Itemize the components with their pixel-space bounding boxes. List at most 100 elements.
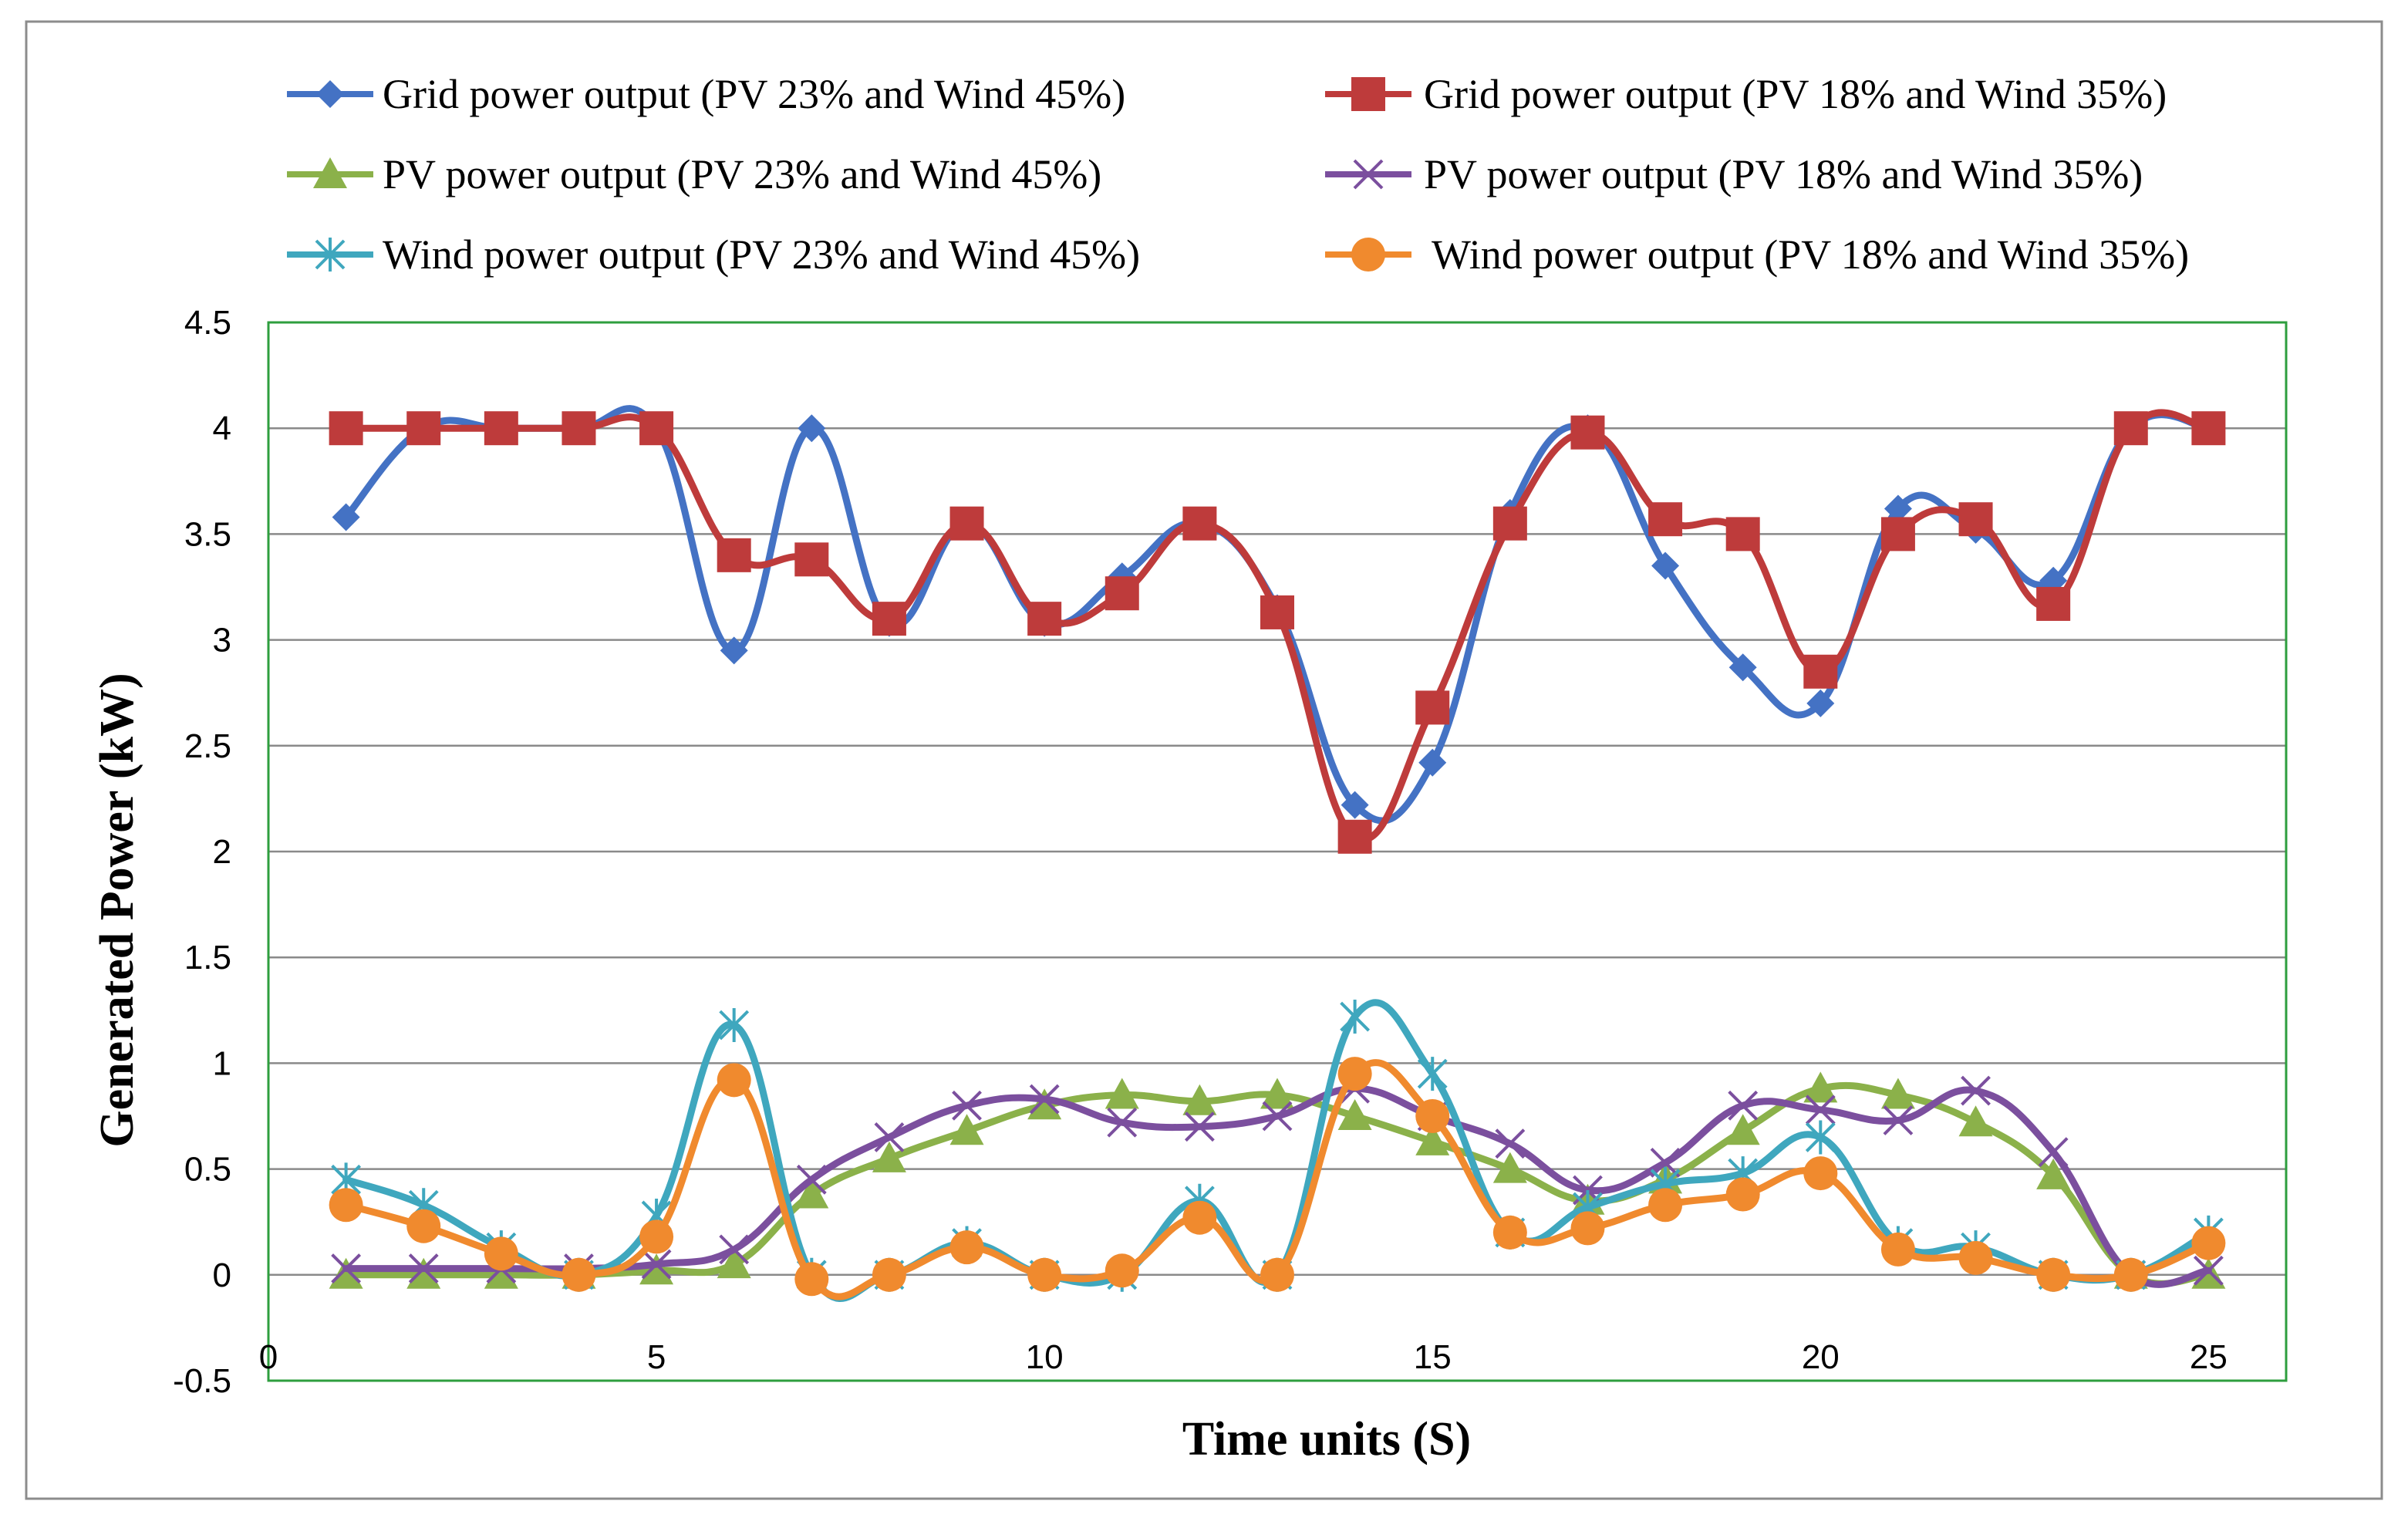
data-point <box>1182 506 1217 541</box>
y-tick-label: 4.5 <box>184 304 231 342</box>
data-point <box>2036 1257 2071 1292</box>
data-point <box>1806 689 1835 717</box>
legend-label: Grid power output (PV 18% and Wind 35%) <box>1424 71 2167 117</box>
data-point <box>2191 1226 2226 1260</box>
data-point <box>1337 1099 1372 1130</box>
data-point <box>484 1236 518 1271</box>
y-tick-label: 4 <box>213 410 231 447</box>
data-point <box>1105 576 1139 611</box>
x-axis: 0 5 10 15 20 25 <box>259 1338 2228 1376</box>
data-point <box>331 1253 362 1283</box>
data-point <box>2036 1158 2071 1189</box>
data-point <box>484 1257 518 1289</box>
data-point <box>717 1063 751 1098</box>
data-point <box>1340 1000 1371 1034</box>
y-tick-label: 0.5 <box>184 1151 231 1189</box>
data-point <box>1027 1257 1062 1292</box>
data-point <box>1880 1078 1915 1109</box>
legend-marker <box>315 238 346 272</box>
data-point <box>1725 1177 1760 1212</box>
x-tick-label: 20 <box>1802 1338 1840 1376</box>
data-point <box>1651 551 1680 580</box>
data-point <box>1415 1124 1450 1155</box>
data-point <box>1341 791 1369 819</box>
legend-label: PV power output (PV 18% and Wind 35%) <box>1424 151 2143 197</box>
y-axis: -0.5 0 0.5 1 1.5 2 2.5 3 3.5 4 4.5 <box>173 304 231 1400</box>
data-point <box>2036 586 2071 621</box>
data-point <box>872 602 906 636</box>
data-point <box>1728 653 1757 682</box>
data-point <box>794 1177 829 1209</box>
data-point <box>1880 1232 1915 1267</box>
data-point <box>1027 1088 1062 1120</box>
legend-marker-shape <box>1353 159 1384 190</box>
data-point <box>2113 1257 2148 1292</box>
data-point <box>1803 1071 1838 1103</box>
data-point <box>794 542 829 577</box>
data-point <box>720 636 748 665</box>
legend-entry: Grid power output (PV 18% and Wind 35%) <box>1325 71 2167 117</box>
data-point <box>1415 690 1450 725</box>
data-point <box>1029 1084 1060 1115</box>
data-point <box>1650 1147 1681 1178</box>
legend-marker <box>1351 77 1385 111</box>
legend-label: Wind power output (PV 23% and Wind 45%) <box>383 231 1140 278</box>
data-point <box>872 1257 906 1292</box>
data-point <box>1184 1111 1215 1142</box>
data-point <box>1648 1188 1683 1223</box>
data-point <box>794 1262 829 1297</box>
legend-entry: PV power output (PV 18% and Wind 35%) <box>1325 151 2143 197</box>
data-point <box>1725 517 1760 551</box>
data-point <box>1570 1211 1605 1246</box>
y-axis-title: Generated Power (kW) <box>91 673 143 1147</box>
data-point <box>1182 1200 1217 1235</box>
data-point <box>717 538 751 572</box>
data-point <box>1260 1078 1294 1109</box>
data-point <box>2113 411 2148 446</box>
y-tick-label: 2 <box>213 833 231 871</box>
legend-entry: Grid power output (PV 23% and Wind 45%) <box>287 71 1125 117</box>
data-point <box>406 411 441 446</box>
data-point <box>329 1188 363 1223</box>
data-point <box>1415 1099 1450 1133</box>
data-point <box>1803 1156 1838 1191</box>
data-point <box>949 506 984 541</box>
y-tick-label: 1.5 <box>184 939 231 977</box>
data-point <box>1260 1257 1294 1292</box>
data-point <box>1805 1120 1836 1155</box>
data-point <box>1728 1090 1759 1121</box>
data-point <box>1337 819 1372 854</box>
y-tick-label: 3.5 <box>184 515 231 553</box>
data-point <box>1958 1105 1993 1137</box>
data-point <box>1495 1128 1526 1159</box>
data-point <box>719 1008 750 1043</box>
data-point <box>1417 1057 1448 1091</box>
legend-entry: Wind power output (PV 23% and Wind 45%) <box>287 231 1140 278</box>
data-point <box>332 503 360 531</box>
legend-entry: Wind power output (PV 18% and Wind 35%) <box>1325 231 2189 278</box>
legend-marker-shape <box>315 238 346 272</box>
data-point <box>562 411 596 446</box>
data-point <box>406 1257 441 1289</box>
data-point <box>641 1249 672 1280</box>
legend-marker-shape <box>1351 238 1385 272</box>
y-tick-label: 3 <box>213 622 231 659</box>
data-point <box>1337 1057 1372 1091</box>
data-point <box>329 411 363 446</box>
series-layer <box>329 405 2226 1302</box>
plot-area-border <box>267 321 2288 1382</box>
data-point <box>639 1253 674 1285</box>
legend-label: PV power output (PV 23% and Wind 45%) <box>383 151 1101 197</box>
data-point <box>952 1090 982 1121</box>
data-point <box>639 411 674 446</box>
legend-marker <box>316 80 344 108</box>
data-point <box>2038 1137 2069 1168</box>
series <box>329 409 2226 854</box>
data-point <box>2191 411 2226 446</box>
series-line <box>342 1084 2212 1288</box>
data-point <box>1958 1240 1993 1275</box>
data-point <box>1958 502 1993 537</box>
x-axis-title: Time units (S) <box>1182 1413 1471 1466</box>
data-point <box>1648 502 1683 537</box>
